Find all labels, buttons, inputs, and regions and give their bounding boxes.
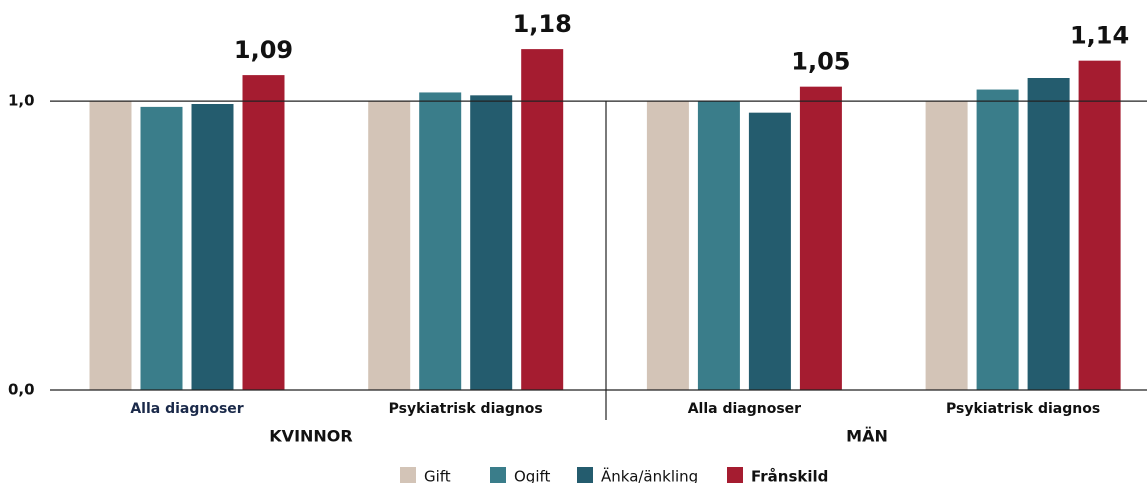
x-tick-label: Psykiatrisk diagnos: [389, 401, 543, 417]
value-label: 1,05: [791, 48, 850, 76]
legend-label: Frånskild: [751, 468, 828, 484]
legend-swatch: [727, 467, 743, 483]
bar: [697, 101, 740, 390]
group-label: KVINNOR: [269, 427, 352, 446]
bar: [191, 104, 234, 390]
legend-swatch: [490, 467, 506, 483]
y-tick-label: 1,0: [8, 92, 35, 110]
group-label: MÄN: [846, 427, 888, 446]
legend-swatch: [400, 467, 416, 483]
bar: [799, 86, 842, 391]
x-tick-label: Psykiatrisk diagnos: [946, 401, 1100, 417]
bar: [89, 101, 132, 390]
bar: [925, 101, 968, 390]
bar: [470, 95, 513, 390]
bar: [368, 101, 411, 390]
bar: [419, 92, 462, 390]
legend-label: Änka/änkling: [601, 467, 698, 484]
bar: [1027, 78, 1070, 390]
bar: [646, 101, 689, 390]
value-label: 1,09: [234, 36, 293, 64]
legend-swatch: [577, 467, 593, 483]
bar: [140, 106, 183, 390]
x-tick-label: Alla diagnoser: [130, 401, 243, 417]
value-label: 1,14: [1070, 22, 1129, 50]
value-label: 1,18: [513, 10, 572, 38]
bar: [748, 112, 791, 391]
x-tick-label: Alla diagnoser: [688, 401, 801, 417]
legend-label: Ogift: [514, 468, 551, 484]
bar: [242, 75, 285, 390]
bar: [1078, 60, 1121, 391]
legend-label: Gift: [424, 468, 451, 484]
bar: [976, 89, 1019, 391]
y-tick-label: 0,0: [8, 381, 35, 399]
bar: [521, 49, 564, 390]
